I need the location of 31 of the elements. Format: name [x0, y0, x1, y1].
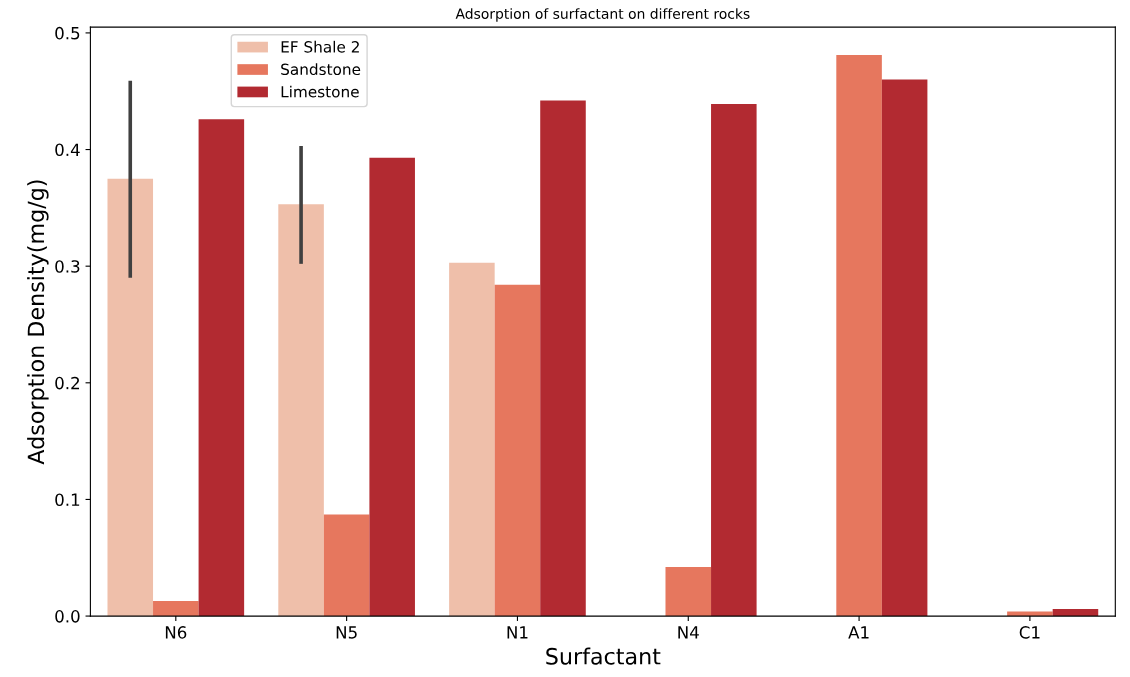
x-tick-label: N5 — [336, 626, 357, 639]
y-tick-label: 0.2 — [55, 376, 80, 390]
x-tick-label: C1 — [1019, 626, 1040, 639]
y-tick-label: 0.3 — [55, 260, 80, 273]
y-tick-label: 0.5 — [55, 26, 80, 40]
bar — [494, 284, 541, 617]
chart-title: Adsorption of surfactant on different rocks — [455, 8, 750, 22]
x-tick-label: A1 — [848, 626, 869, 639]
bar — [449, 262, 495, 617]
bar — [540, 100, 586, 617]
bar — [836, 55, 882, 617]
bar — [881, 79, 928, 617]
legend-label: Limestone — [281, 85, 359, 98]
bar — [153, 600, 199, 617]
y-tick-label: 0.1 — [55, 493, 80, 507]
y-axis-title: Adsorption Density(mg/g) — [27, 180, 49, 465]
x-tick-label: N4 — [678, 626, 699, 639]
x-tick-label: N1 — [507, 626, 528, 639]
legend-label: Sandstone — [281, 63, 361, 76]
bar — [665, 567, 712, 617]
y-tick-label: 0.4 — [55, 143, 80, 157]
y-tick-label: 0.0 — [55, 610, 80, 623]
x-tick-label: N6 — [165, 626, 187, 639]
x-axis-title: Surfactant — [546, 647, 661, 665]
bar — [369, 157, 415, 617]
legend-label: EF Shale 2 — [281, 40, 359, 53]
bar — [323, 514, 370, 617]
bar — [278, 204, 324, 617]
bar — [107, 178, 154, 617]
bar — [711, 104, 757, 617]
bar — [198, 119, 245, 617]
